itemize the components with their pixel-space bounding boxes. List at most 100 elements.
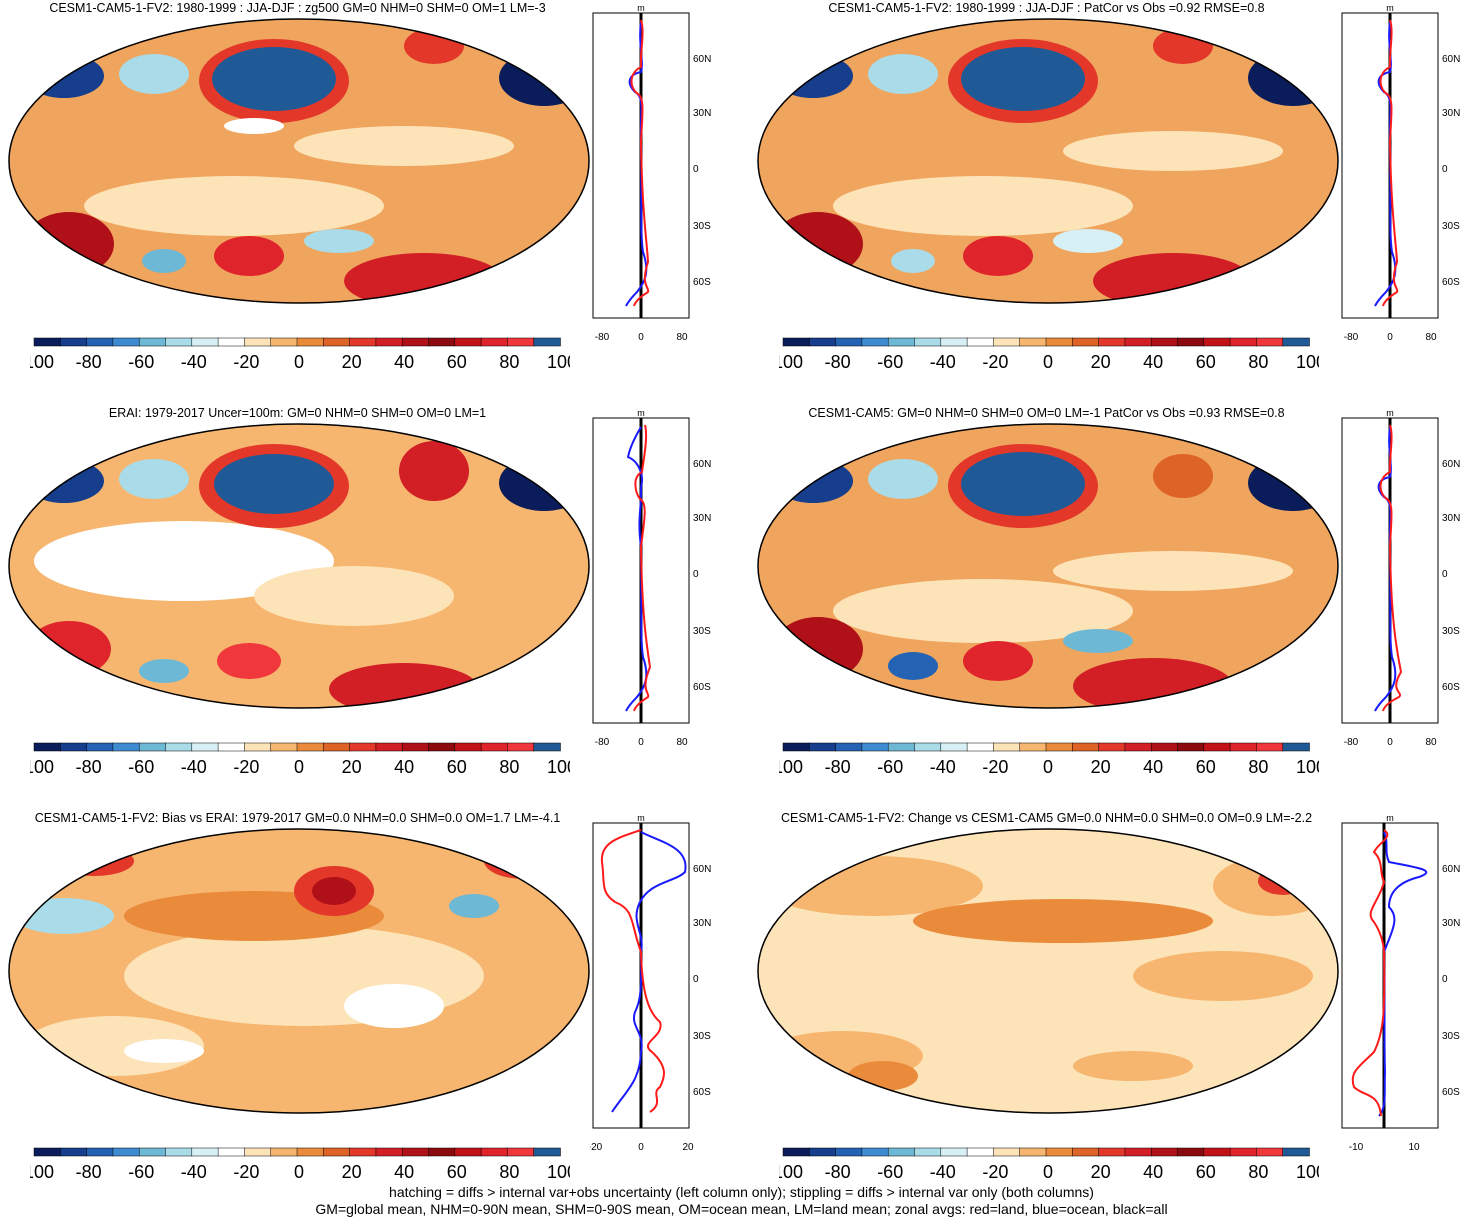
colorbar-tick-label: -20 xyxy=(233,352,259,372)
panel-title: CESM1-CAM5-1-FV2: Bias vs ERAI: 1979-201… xyxy=(34,811,561,825)
panel-model-patcor: CESM1-CAM5-1-FV2: 1980-1999 : JJA-DJF : … xyxy=(749,0,1483,405)
colorbar-swatch xyxy=(993,337,1021,347)
colorbar-swatch xyxy=(887,337,916,347)
colorbar-tick-label: 80 xyxy=(1248,757,1268,777)
panel-erai-obs: ERAI: 1979-2017 Uncer=100m: GM=0 NHM=0 S… xyxy=(0,405,741,810)
colorbar-swatch xyxy=(1072,337,1100,347)
colorbar-swatch xyxy=(835,337,863,347)
colorbar-tick-label: -60 xyxy=(877,352,903,372)
colorbar-swatch xyxy=(861,742,889,752)
colorbar-swatch xyxy=(507,742,535,752)
colorbar-swatch xyxy=(428,337,456,347)
colorbar-swatch xyxy=(782,337,811,347)
colorbar-swatch xyxy=(1256,1147,1284,1157)
colorbar-swatch xyxy=(809,337,837,347)
colorbar-swatch xyxy=(940,337,968,347)
colorbar-tick-label: -60 xyxy=(877,757,903,777)
colorbar-tick-label: 80 xyxy=(499,757,519,777)
colorbar-swatch xyxy=(966,742,995,752)
colorbar-swatch xyxy=(1150,742,1179,752)
colorbar-tick-label: 60 xyxy=(1196,352,1216,372)
colorbar-swatch xyxy=(480,337,509,347)
colorbar-swatch xyxy=(349,1147,377,1157)
lat-label: 30S xyxy=(693,221,711,232)
range-label: 80 xyxy=(676,332,688,342)
map-panel xyxy=(757,423,1339,709)
colorbar-tick-label: -80 xyxy=(76,757,102,777)
colorbar-tick-label: -40 xyxy=(930,1162,956,1182)
colorbar-tick-label: 40 xyxy=(394,757,414,777)
colorbar-tick-label: -60 xyxy=(128,1162,154,1182)
colorbar-tick-label: 0 xyxy=(294,352,304,372)
range-label: -80 xyxy=(1344,737,1359,747)
map-panel xyxy=(8,423,590,709)
colorbar-tick-label: 100 xyxy=(547,757,570,777)
unit-label: m xyxy=(1386,3,1394,13)
lat-label: 60S xyxy=(693,682,711,693)
colorbar-swatch xyxy=(454,1147,482,1157)
colorbar-tick-label: 100 xyxy=(1296,1162,1319,1182)
colorbar-swatch xyxy=(993,1147,1021,1157)
colorbar-swatch xyxy=(165,1147,193,1157)
colorbar-tick-label: 40 xyxy=(394,1162,414,1182)
lat-label: 60S xyxy=(693,1087,711,1098)
lat-label: 30N xyxy=(693,918,711,929)
colorbar-tick-label: -40 xyxy=(181,352,207,372)
colorbar-swatch xyxy=(1282,742,1310,752)
colorbar-swatch xyxy=(138,1147,167,1157)
colorbar-tick-label: 40 xyxy=(1143,757,1163,777)
colorbar-tick-label: -100 xyxy=(779,352,803,372)
colorbar-swatch xyxy=(1282,337,1310,347)
colorbar-tick-label: -40 xyxy=(930,757,956,777)
range-label: -80 xyxy=(1344,332,1359,342)
colorbar: -100 -80 -60 -40 -20 0 20 40 60 80 100 xyxy=(30,337,570,372)
colorbar-tick-label: 0 xyxy=(294,757,304,777)
colorbar-swatch xyxy=(454,337,482,347)
colorbar-swatch xyxy=(966,1147,995,1157)
colorbar-tick-label: 0 xyxy=(294,1162,304,1182)
colorbar-tick-label: 100 xyxy=(1296,757,1319,777)
colorbar-tick-label: -40 xyxy=(181,1162,207,1182)
colorbar-swatch xyxy=(1124,1147,1152,1157)
colorbar: -100 -80 -60 -40 -20 0 20 40 60 80 100 xyxy=(779,1147,1319,1182)
colorbar-swatch xyxy=(349,742,377,752)
colorbar-swatch xyxy=(323,1147,351,1157)
footer-note-legend: GM=global mean, NHM=0-90N mean, SHM=0-90… xyxy=(315,1201,1168,1217)
colorbar-tick-label: 80 xyxy=(499,352,519,372)
colorbar-swatch xyxy=(191,1147,219,1157)
colorbar-tick-label: -60 xyxy=(877,1162,903,1182)
colorbar-tick-label: 20 xyxy=(1091,757,1111,777)
colorbar-tick-label: 80 xyxy=(1248,1162,1268,1182)
colorbar-swatch xyxy=(480,742,509,752)
panel-title: CESM1-CAM5-1-FV2: Change vs CESM1-CAM5 G… xyxy=(780,811,1313,825)
lat-label: 30N xyxy=(1442,918,1460,929)
zonal-mean-plot: m 60N 30N 0 30S 60S -20 0 20 xyxy=(590,813,711,1152)
colorbar-swatch xyxy=(217,742,246,752)
colorbar-swatch xyxy=(507,1147,535,1157)
lat-label: 30S xyxy=(693,1031,711,1042)
lat-label: 30S xyxy=(693,626,711,637)
colorbar-tick-label: -20 xyxy=(982,1162,1008,1182)
colorbar-swatch xyxy=(33,337,62,347)
colorbar-swatch xyxy=(809,1147,837,1157)
colorbar-swatch xyxy=(809,742,837,752)
lat-label: 0 xyxy=(693,974,699,985)
panel-model-jja-djf: CESM1-CAM5-1-FV2: 1980-1999 : JJA-DJF : … xyxy=(0,0,741,405)
colorbar-swatch xyxy=(1045,337,1074,347)
lat-label: 60S xyxy=(1442,277,1460,288)
range-label: -80 xyxy=(595,737,610,747)
lat-label: 0 xyxy=(693,569,699,580)
colorbar-tick-label: 100 xyxy=(547,352,570,372)
colorbar-swatch xyxy=(507,337,535,347)
colorbar-swatch xyxy=(454,742,482,752)
lat-label: 60S xyxy=(1442,682,1460,693)
zonal-mean-plot: m 60N 30N 0 30S 60S -10 10 xyxy=(1341,813,1460,1152)
unit-label: m xyxy=(637,408,645,418)
colorbar-swatch xyxy=(191,337,219,347)
colorbar-swatch xyxy=(296,1147,325,1157)
colorbar-swatch xyxy=(1124,337,1152,347)
colorbar-tick-label: -20 xyxy=(982,757,1008,777)
colorbar-tick-label: 20 xyxy=(342,352,362,372)
zonal-mean-plot: m 60N 30N 0 30S 60S -80 0 80 xyxy=(1341,3,1460,342)
lat-label: 30S xyxy=(1442,221,1460,232)
